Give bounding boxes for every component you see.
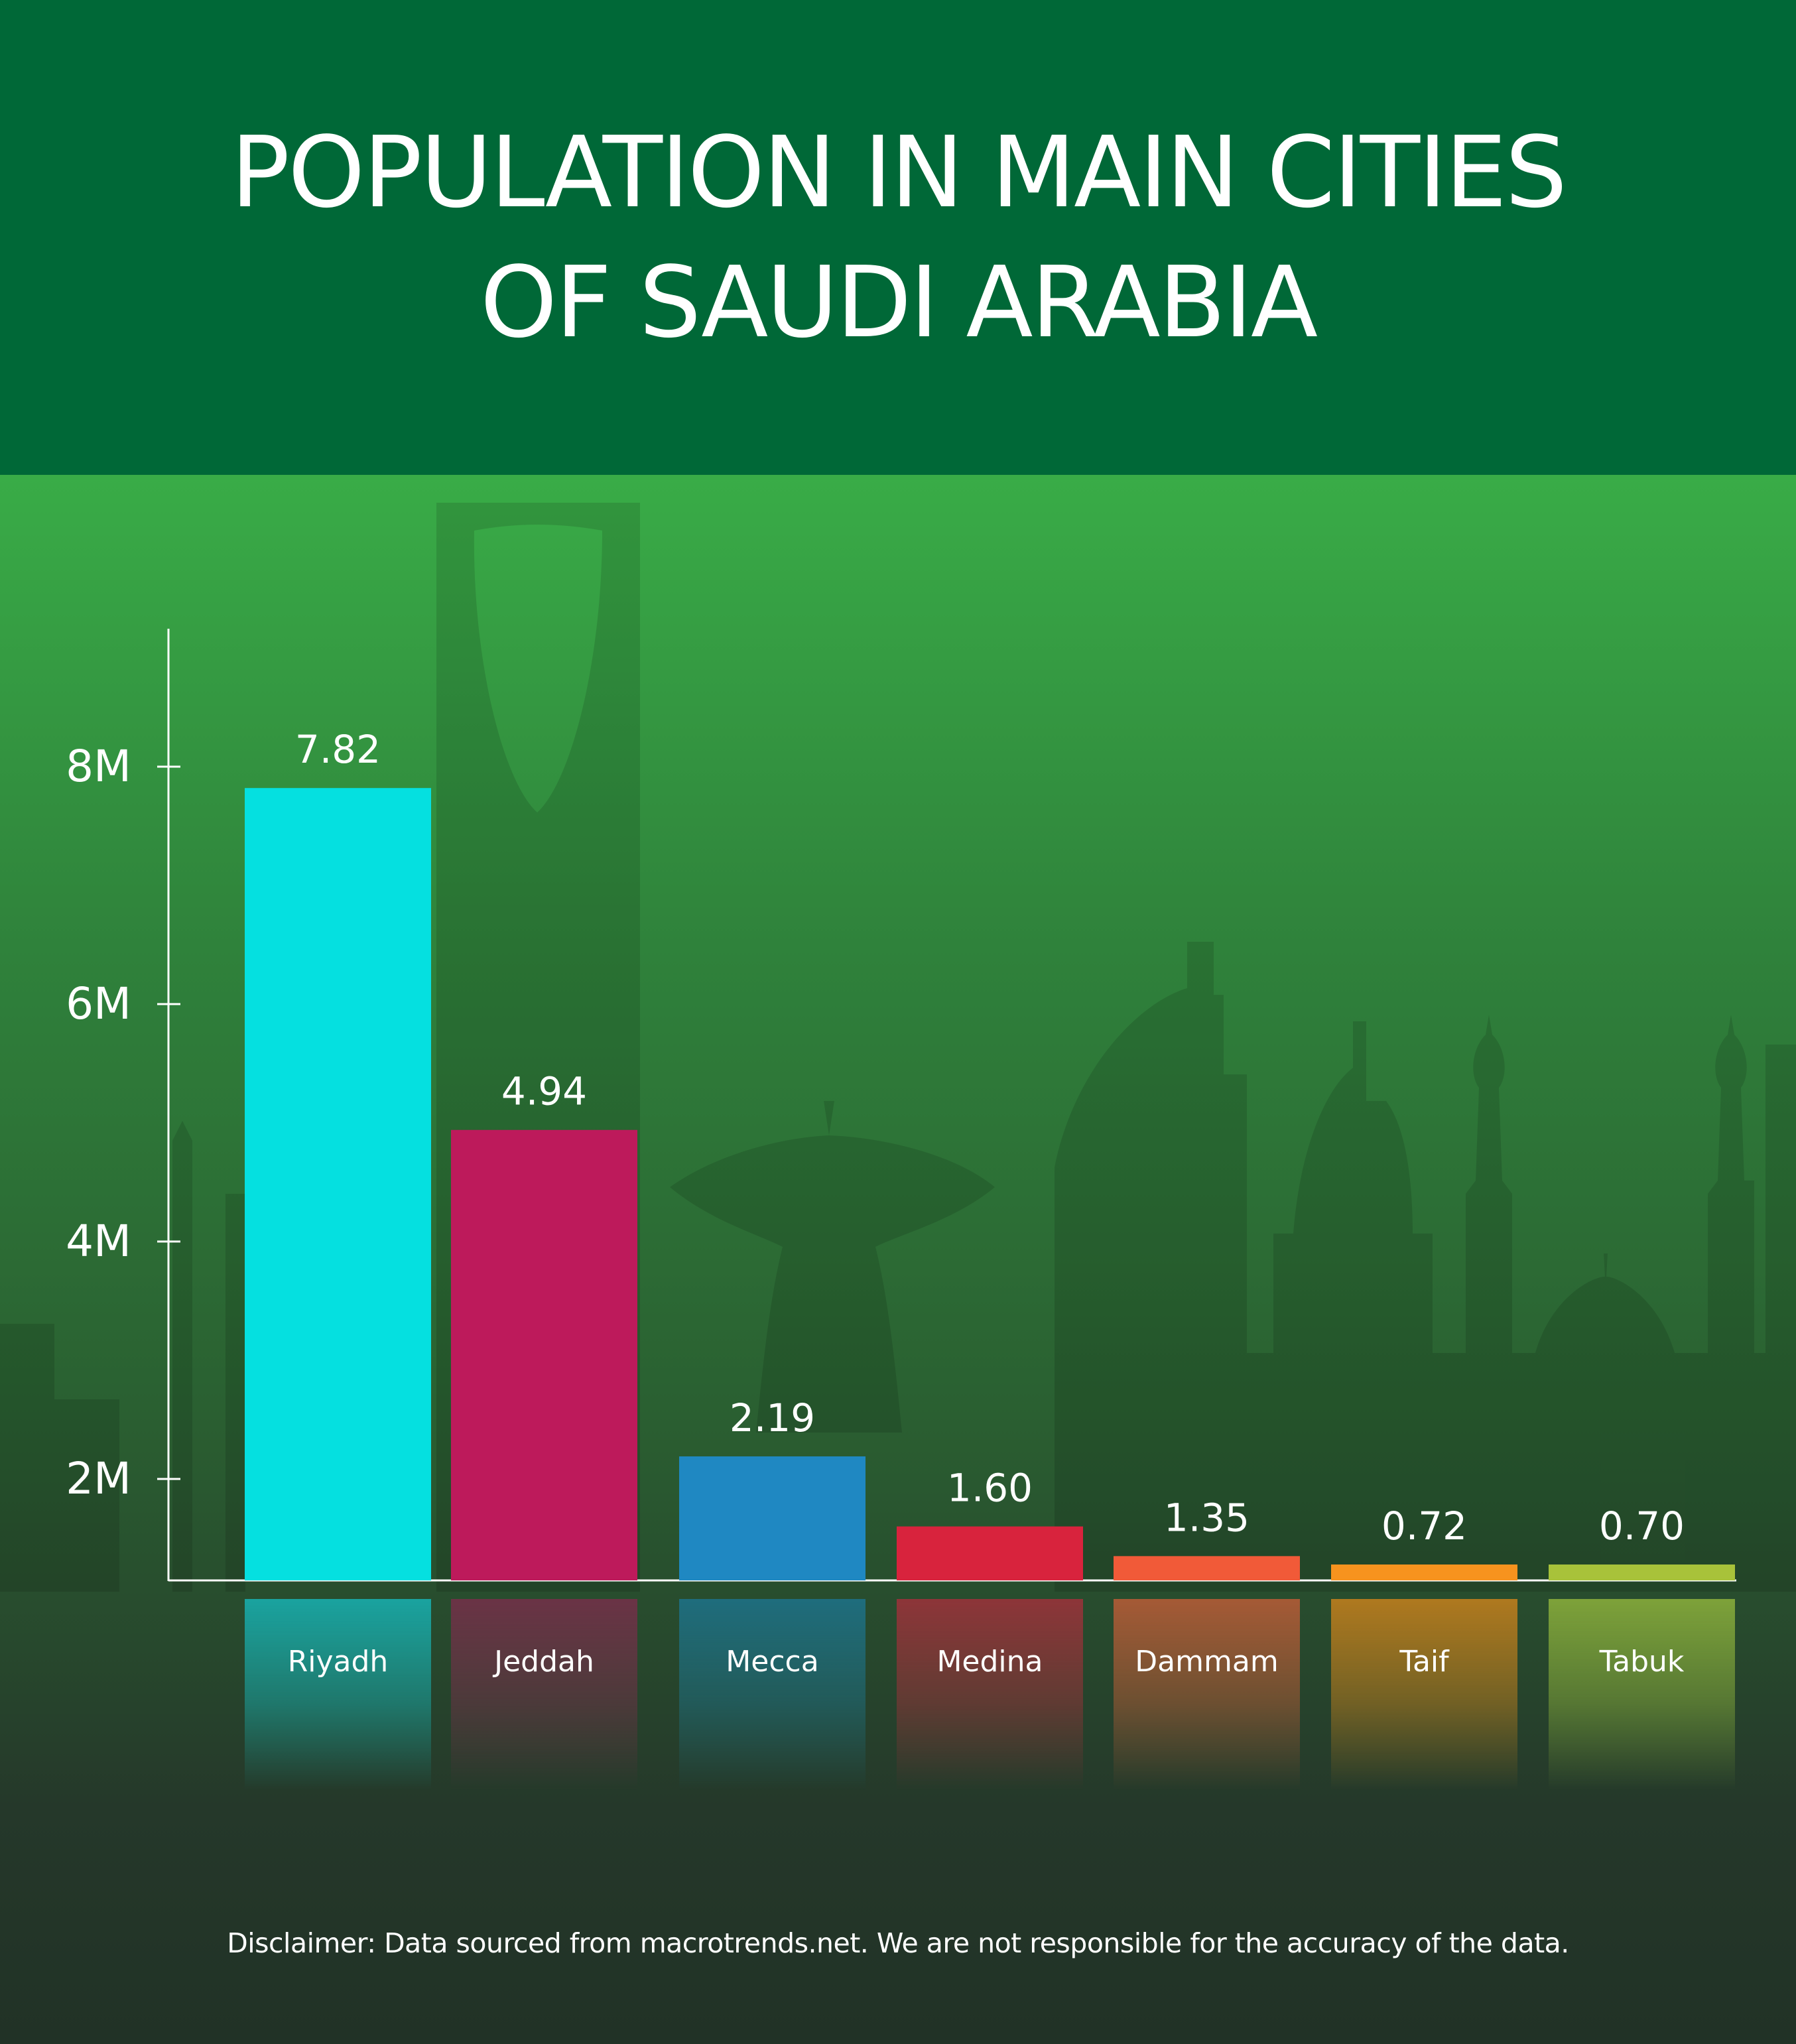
bar-dammam (1114, 1556, 1300, 1580)
bar-riyadh (245, 788, 431, 1580)
bar-mecca (679, 1456, 866, 1580)
category-label: Tabuk (1599, 1645, 1685, 1679)
chart-title-line-1: POPULATION IN MAIN CITIES (230, 115, 1567, 229)
bar-medina (897, 1526, 1083, 1580)
y-axis-ticks: 2M 4M 6M 8M (66, 741, 180, 1504)
category-labels: Riyadh Jeddah Mecca Medina Dammam Taif Tabuk (288, 1645, 1685, 1679)
category-label-tabs (245, 1599, 1735, 1791)
bar-value-label: 1.35 (1164, 1495, 1250, 1540)
disclaimer-text: Disclaimer: Data sourced from macrotrend… (227, 1927, 1569, 1959)
bar-value-label: 0.70 (1599, 1503, 1685, 1549)
bar-value-label: 4.94 (501, 1069, 587, 1114)
category-label: Medina (936, 1645, 1043, 1679)
y-tick-label: 4M (66, 1216, 131, 1267)
bar-jeddah (451, 1129, 637, 1580)
bar-value-label: 1.60 (947, 1466, 1033, 1511)
header-banner: POPULATION IN MAIN CITIES OF SAUDI ARABI… (0, 0, 1796, 475)
category-tab (245, 1599, 431, 1791)
bars (245, 788, 1735, 1580)
y-tick-label: 2M (66, 1453, 131, 1504)
bar-tabuk (1549, 1565, 1735, 1580)
category-label: Jeddah (492, 1645, 594, 1679)
y-tick-label: 8M (66, 741, 131, 792)
bar-value-label: 7.82 (295, 727, 381, 772)
category-tab (451, 1599, 637, 1791)
category-label: Mecca (726, 1645, 818, 1679)
category-tab (897, 1599, 1083, 1791)
category-label: Riyadh (288, 1645, 389, 1679)
category-tab (1549, 1599, 1735, 1791)
category-tab (1114, 1599, 1300, 1791)
bar-value-label: 0.72 (1381, 1503, 1467, 1549)
bar-value-labels: 7.82 4.94 2.19 1.60 1.35 0.72 0.70 (295, 727, 1685, 1549)
category-tab (679, 1599, 866, 1791)
chart-title-line-2: OF SAUDI ARABIA (480, 245, 1318, 359)
bar-taif (1331, 1565, 1517, 1580)
y-tick-label: 6M (66, 978, 131, 1029)
category-label: Taif (1399, 1645, 1450, 1679)
category-label: Dammam (1135, 1645, 1278, 1679)
bar-value-label: 2.19 (730, 1395, 815, 1440)
category-tab (1331, 1599, 1517, 1791)
